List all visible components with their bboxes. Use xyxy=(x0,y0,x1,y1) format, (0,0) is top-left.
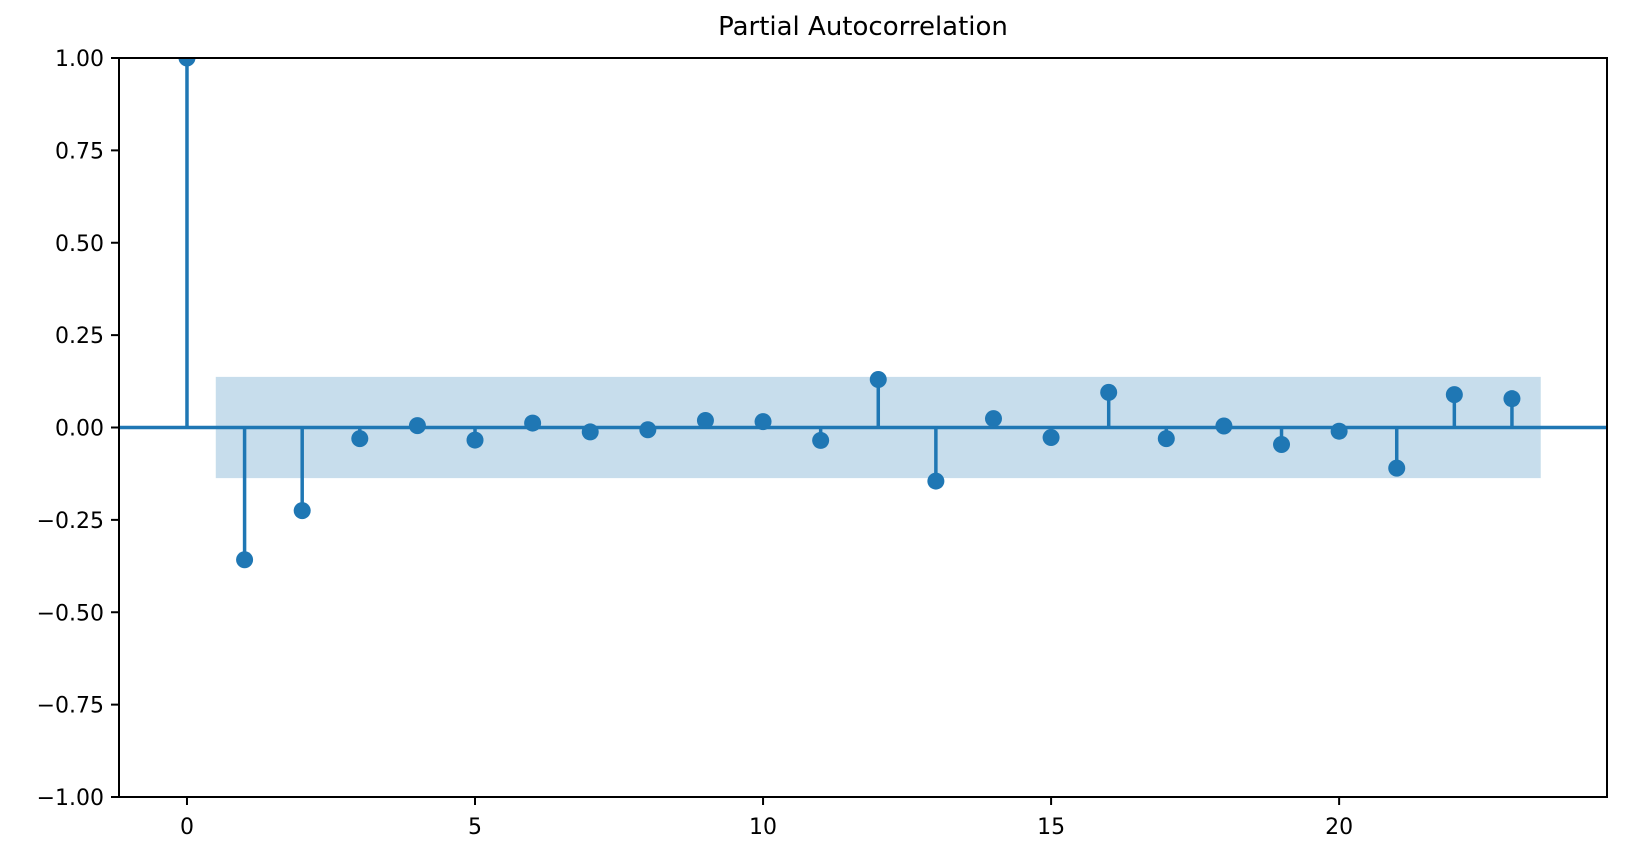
data-point-marker xyxy=(1503,390,1521,408)
data-point-marker xyxy=(1100,383,1118,401)
y-axis-tick-label: −1.00 xyxy=(37,786,104,811)
y-axis-tick-label: −0.75 xyxy=(37,694,104,719)
data-point-marker xyxy=(408,417,426,435)
x-axis-tick-label: 10 xyxy=(749,815,777,840)
data-point-marker xyxy=(1042,428,1060,446)
plot-data-layer xyxy=(119,58,1607,569)
data-point-marker xyxy=(351,430,369,448)
data-point-marker xyxy=(1157,430,1175,448)
y-axis-tick-label: −0.50 xyxy=(37,601,104,626)
y-axis-tick-label: 0.25 xyxy=(55,324,104,349)
data-point-marker xyxy=(869,370,887,388)
data-point-marker xyxy=(178,58,196,67)
data-point-marker xyxy=(696,411,714,429)
data-point-marker xyxy=(236,551,254,569)
data-point-marker xyxy=(1215,417,1233,435)
data-point-marker xyxy=(1445,386,1463,404)
data-point-marker xyxy=(466,431,484,449)
y-axis-tick-label: 0.50 xyxy=(55,232,104,257)
y-axis-tick-label: −0.25 xyxy=(37,509,104,534)
data-point-marker xyxy=(1388,459,1406,477)
data-point-marker xyxy=(1273,435,1291,453)
data-point-marker xyxy=(1330,422,1348,440)
data-point-marker xyxy=(639,421,657,439)
x-axis-tick-label: 20 xyxy=(1325,815,1353,840)
data-point-marker xyxy=(812,431,830,449)
data-point-marker xyxy=(581,423,599,441)
data-point-marker xyxy=(293,502,311,520)
data-point-marker xyxy=(984,410,1002,428)
x-axis-tick-label: 5 xyxy=(468,815,482,840)
chart-title: Partial Autocorrelation xyxy=(718,12,1008,42)
x-axis-tick-label: 15 xyxy=(1037,815,1065,840)
y-axis-tick-label: 0.00 xyxy=(55,417,104,442)
data-point-marker xyxy=(524,414,542,432)
y-axis-tick-label: 1.00 xyxy=(55,47,104,72)
data-point-marker xyxy=(927,472,945,490)
data-point-marker xyxy=(754,413,772,431)
y-axis-tick-label: 0.75 xyxy=(55,139,104,164)
x-axis-tick-label: 0 xyxy=(180,815,194,840)
